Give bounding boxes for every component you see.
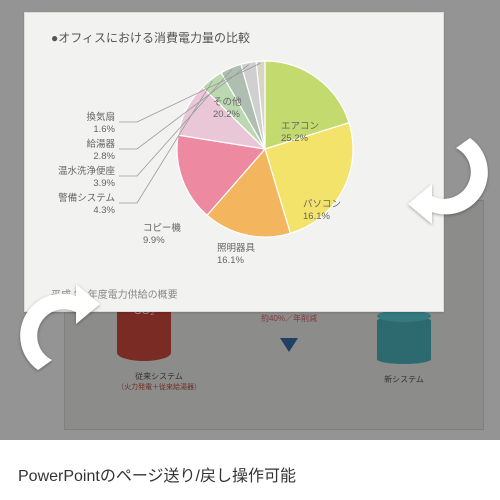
- pie-label: エアコン25.2%: [281, 121, 319, 145]
- pie-label-pct: 16.1%: [217, 255, 244, 266]
- pie-label-pct: 3.9%: [93, 178, 115, 189]
- swap-arrow-back-icon: [18, 278, 108, 388]
- right-sys-label: 新システム: [377, 374, 431, 385]
- pie-label: 照明器具16.1%: [217, 243, 255, 267]
- pie-label: 給湯器2.8%: [41, 139, 115, 163]
- left-sys-sub: （火力発電＋従来給湯器）: [117, 382, 201, 392]
- pie-label-pct: 16.1%: [303, 211, 330, 222]
- pie-label-name: エアコン: [281, 121, 319, 132]
- pie-label-pct: 1.6%: [93, 124, 115, 135]
- slide-front: ●オフィスにおける消費電力量の比較 その他20.2%エアコン25.2%パソコン1…: [24, 12, 444, 312]
- slide-stage: 従来システム比で約70%の購入電力量削減 発電時の熱も給湯や暖房に利用できて効率…: [0, 0, 500, 440]
- pie-label-pct: 25.2%: [281, 133, 308, 144]
- pie-label: パソコン16.1%: [303, 199, 341, 223]
- pie-label-pct: 20.2%: [213, 109, 240, 120]
- pie-label: 換気扇1.6%: [41, 112, 115, 136]
- down-arrow-icon: [280, 338, 298, 352]
- pie-label: 警備システム4.3%: [41, 193, 115, 217]
- pie-chart: その他20.2%エアコン25.2%パソコン16.1%照明器具16.1%コピー機9…: [25, 49, 443, 279]
- right-sys-sub: [377, 385, 431, 392]
- pie-label-pct: 2.8%: [93, 151, 115, 162]
- pie-label-name: その他: [213, 97, 242, 108]
- pie-label: 温水洗浄便座3.9%: [41, 166, 115, 190]
- front-title: ●オフィスにおける消費電力量の比較: [25, 13, 443, 46]
- pie-label-name: 換気扇: [86, 112, 115, 123]
- right-note-value: 約40%／年削減: [261, 314, 317, 323]
- pie-label-name: 照明器具: [217, 243, 255, 254]
- pie-label-pct: 9.9%: [143, 235, 165, 246]
- pie-label-name: 給湯器: [86, 139, 115, 150]
- pie-label-name: 警備システム: [58, 193, 115, 204]
- pie-label: コピー機9.9%: [143, 223, 181, 247]
- pie-label-name: コピー機: [143, 223, 181, 234]
- swap-arrow-forward-icon: [400, 120, 490, 230]
- left-sys-label: 従来システム: [117, 371, 201, 382]
- pie-label-pct: 4.3%: [93, 205, 115, 216]
- pie-label-name: 温水洗浄便座: [58, 166, 115, 177]
- cylinder-blue: [377, 316, 431, 364]
- pie-label: その他20.2%: [213, 97, 242, 121]
- caption: PowerPointのページ送り/戻し操作可能: [18, 462, 296, 486]
- pie-label-name: パソコン: [303, 199, 341, 210]
- arrow-column: 購入電力量 約40%／年削減: [261, 302, 317, 392]
- right-system: 新システム: [377, 316, 431, 392]
